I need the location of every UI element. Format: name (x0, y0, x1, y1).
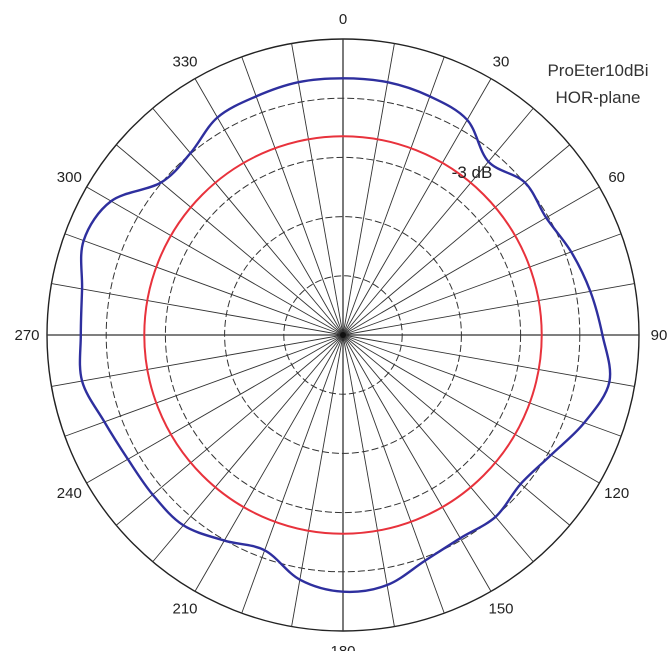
grid-spoke (342, 334, 622, 437)
grid-spoke (342, 107, 534, 336)
grid-spoke (291, 43, 344, 336)
grid-spoke (115, 144, 344, 336)
tick-label-90: 90 (651, 327, 668, 344)
grid-spoke (291, 334, 344, 627)
tick-label-60: 60 (608, 169, 625, 186)
tick-label-150: 150 (488, 601, 513, 618)
tick-label-210: 210 (172, 601, 197, 618)
grid-spoke (194, 334, 344, 592)
angular-tick-labels: 0 30 60 90 120 150 180 210 240 270 300 330 (14, 11, 667, 651)
grid-spoke (152, 107, 344, 336)
grid-spoke (342, 334, 395, 627)
grid-spoke (342, 233, 622, 336)
tick-label-30: 30 (493, 53, 510, 70)
center-dot (340, 332, 346, 338)
reference-level-label: -3 dB (452, 163, 493, 182)
grid-spoke (342, 334, 635, 387)
grid-spoke (64, 233, 344, 336)
grid-spoke (342, 186, 600, 336)
tick-label-0: 0 (339, 11, 347, 28)
chart-title-line-1: ProEter10dBi (547, 61, 648, 80)
chart-title-line-2: HOR-plane (555, 88, 640, 107)
series-group (78, 77, 612, 594)
grid-spoke (86, 334, 344, 484)
tick-label-270: 270 (14, 327, 39, 344)
grid-spoke (51, 283, 344, 336)
grid-spoke (342, 334, 492, 592)
grid-spoke (194, 78, 344, 336)
grid-spoke (241, 334, 344, 614)
grid-spoke (64, 334, 344, 437)
tick-label-240: 240 (57, 485, 82, 502)
grid-spoke (342, 334, 600, 484)
tick-label-330: 330 (172, 53, 197, 70)
grid-spoke (342, 144, 571, 336)
reference-ring-group (143, 135, 543, 535)
tick-label-300: 300 (57, 169, 82, 186)
grid-spoke (342, 56, 445, 336)
grid-spoke (115, 334, 344, 526)
polar-grid (46, 38, 640, 632)
grid-spoke (342, 334, 571, 526)
series-pattern-line (78, 77, 612, 594)
grid-spoke (342, 78, 492, 336)
grid-spoke (342, 334, 534, 563)
grid-spoke (342, 334, 445, 614)
grid-spoke (152, 334, 344, 563)
reference-ring (143, 135, 543, 535)
grid-spoke (342, 283, 635, 336)
grid-spoke (342, 43, 395, 336)
grid-spoke (241, 56, 344, 336)
tick-label-120: 120 (604, 485, 629, 502)
tick-label-180: 180 (330, 643, 355, 651)
grid-spoke (51, 334, 344, 387)
grid-spoke (86, 186, 344, 336)
